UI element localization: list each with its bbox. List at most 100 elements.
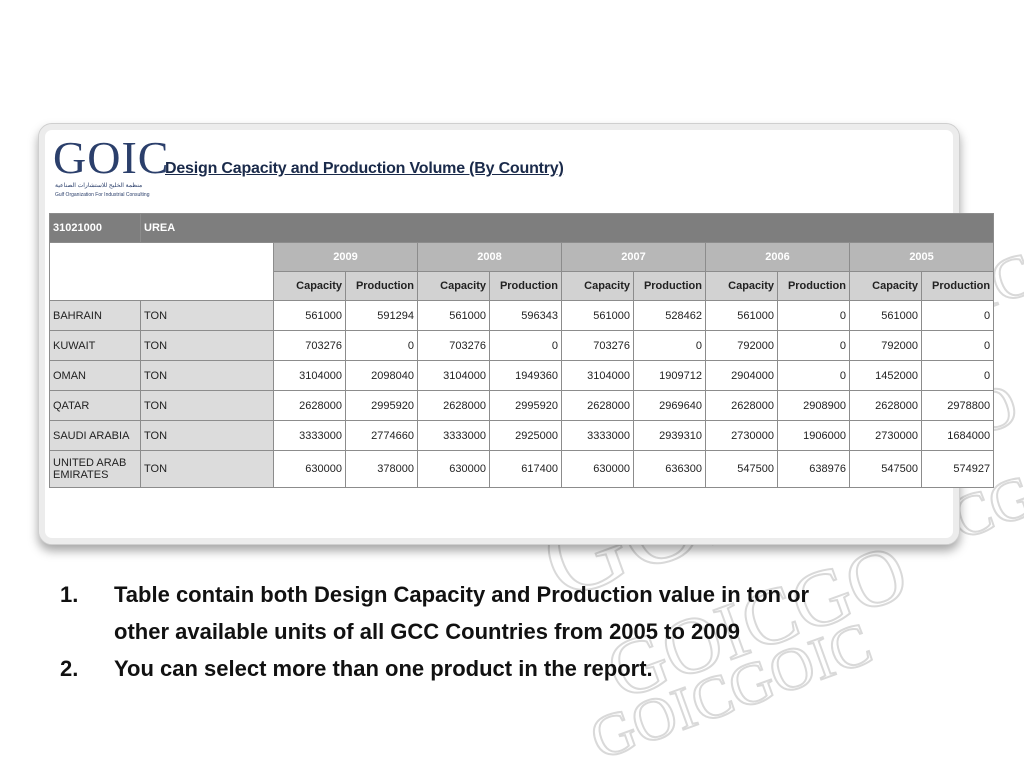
production-cell: 2969640 [633,390,706,421]
production-header: Production [633,271,706,301]
production-cell: 0 [345,330,418,361]
capacity-cell: 703276 [561,330,634,361]
logo-english-name: Gulf Organization For Industrial Consult… [55,192,150,198]
capacity-cell: 2904000 [705,360,778,391]
unit-cell: TON [140,420,274,451]
production-cell: 2978800 [920,390,995,421]
production-cell: 0 [920,330,995,361]
capacity-cell: 2628000 [561,390,634,421]
logo-arabic-name: منظمة الخليج للاستشارات الصناعية [55,183,143,189]
product-code: 31021000 [49,213,141,243]
production-cell: 574927 [920,450,995,488]
capacity-header: Capacity [417,271,490,301]
capacity-cell: 792000 [849,330,922,361]
capacity-cell: 703276 [273,330,346,361]
country-cell: SAUDI ARABIA [49,420,141,451]
production-header: Production [777,271,850,301]
production-cell: 528462 [633,300,706,331]
country-cell: OMAN [49,360,141,391]
year-header: 2006 [705,242,850,272]
note-item: 1. Table contain both Design Capacity an… [60,576,820,650]
year-header: 2009 [273,242,418,272]
table-row: KUWAIT TON 703276 0 703276 0 703276 0 792000 0 792… [49,330,995,361]
production-cell: 0 [777,360,850,391]
production-cell: 2098040 [345,360,418,391]
capacity-cell: 547500 [849,450,922,488]
capacity-cell: 3104000 [273,360,346,391]
table-row: OMAN TON 3104000 2098040 3104000 1949360 31040… [49,360,995,391]
capacity-cell: 630000 [417,450,490,488]
production-cell: 0 [777,300,850,331]
capacity-cell: 2730000 [849,420,922,451]
note-number: 1. [60,582,79,607]
unit-cell: TON [140,450,274,488]
capacity-cell: 561000 [705,300,778,331]
country-cell: BAHRAIN [49,300,141,331]
production-cell: 1684000 [920,420,995,451]
capacity-cell: 703276 [417,330,490,361]
production-header: Production [920,271,995,301]
capacity-cell: 561000 [561,300,634,331]
note-item: 2. You can select more than one product … [60,650,820,687]
capacity-cell: 561000 [273,300,346,331]
capacity-header: Capacity [849,271,922,301]
goic-logo: GOIC منظمة الخليج للاستشارات الصناعية Gu… [53,133,168,203]
year-header: 2005 [848,242,995,272]
production-header: Production [489,271,562,301]
note-text: Table contain both Design Capacity and P… [114,582,810,644]
production-cell: 0 [920,300,995,331]
capacity-header: Capacity [561,271,634,301]
unit-cell: TON [140,390,274,421]
year-header: 2007 [561,242,706,272]
capacity-cell: 2628000 [849,390,922,421]
capacity-cell: 3333000 [417,420,490,451]
capacity-cell: 3104000 [417,360,490,391]
production-cell: 1906000 [777,420,850,451]
capacity-cell: 561000 [417,300,490,331]
capacity-cell: 1452000 [849,360,922,391]
table-row: BAHRAIN TON 561000 591294 561000 596343 561000… [49,300,995,331]
production-cell: 2925000 [489,420,562,451]
production-cell: 636300 [633,450,706,488]
note-text: You can select more than one product in … [114,656,653,681]
year-header-row: 2009 2008 2007 2006 2005 [49,242,995,301]
capacity-cell: 630000 [561,450,634,488]
capacity-cell: 3104000 [561,360,634,391]
table-row: QATAR TON 2628000 2995920 2628000 2995920 2628… [49,390,995,421]
production-cell: 2908900 [777,390,850,421]
production-header: Production [345,271,418,301]
measure-header-row: Capacity Production Capacity Production … [50,271,995,301]
capacity-cell: 3333000 [561,420,634,451]
note-number: 2. [60,656,79,681]
production-cell: 2939310 [633,420,706,451]
production-cell: 638976 [777,450,850,488]
country-cell: KUWAIT [49,330,141,361]
production-cell: 2995920 [345,390,418,421]
capacity-cell: 2730000 [705,420,778,451]
unit-cell: TON [140,360,274,391]
unit-cell: TON [140,330,274,361]
production-cell: 2774660 [345,420,418,451]
production-cell: 591294 [345,300,418,331]
production-cell: 0 [777,330,850,361]
capacity-cell: 2628000 [705,390,778,421]
capacity-cell: 547500 [705,450,778,488]
capacity-cell: 3333000 [273,420,346,451]
production-cell: 378000 [345,450,418,488]
production-cell: 0 [920,360,995,391]
capacity-header: Capacity [273,271,346,301]
report-title: Design Capacity and Production Volume (B… [165,160,564,177]
product-code-row: 31021000 UREA [49,213,995,243]
capacity-header: Capacity [705,271,778,301]
notes-list: 1. Table contain both Design Capacity an… [60,576,820,687]
capacity-cell: 792000 [705,330,778,361]
logo-text: GOIC [53,132,170,183]
production-cell: 1909712 [633,360,706,391]
production-cell: 2995920 [489,390,562,421]
capacity-cell: 630000 [273,450,346,488]
production-cell: 596343 [489,300,562,331]
table-row: SAUDI ARABIA TON 3333000 2774660 3333000 2925… [49,420,995,451]
country-cell: QATAR [49,390,141,421]
year-header: 2008 [417,242,562,272]
production-cell: 617400 [489,450,562,488]
